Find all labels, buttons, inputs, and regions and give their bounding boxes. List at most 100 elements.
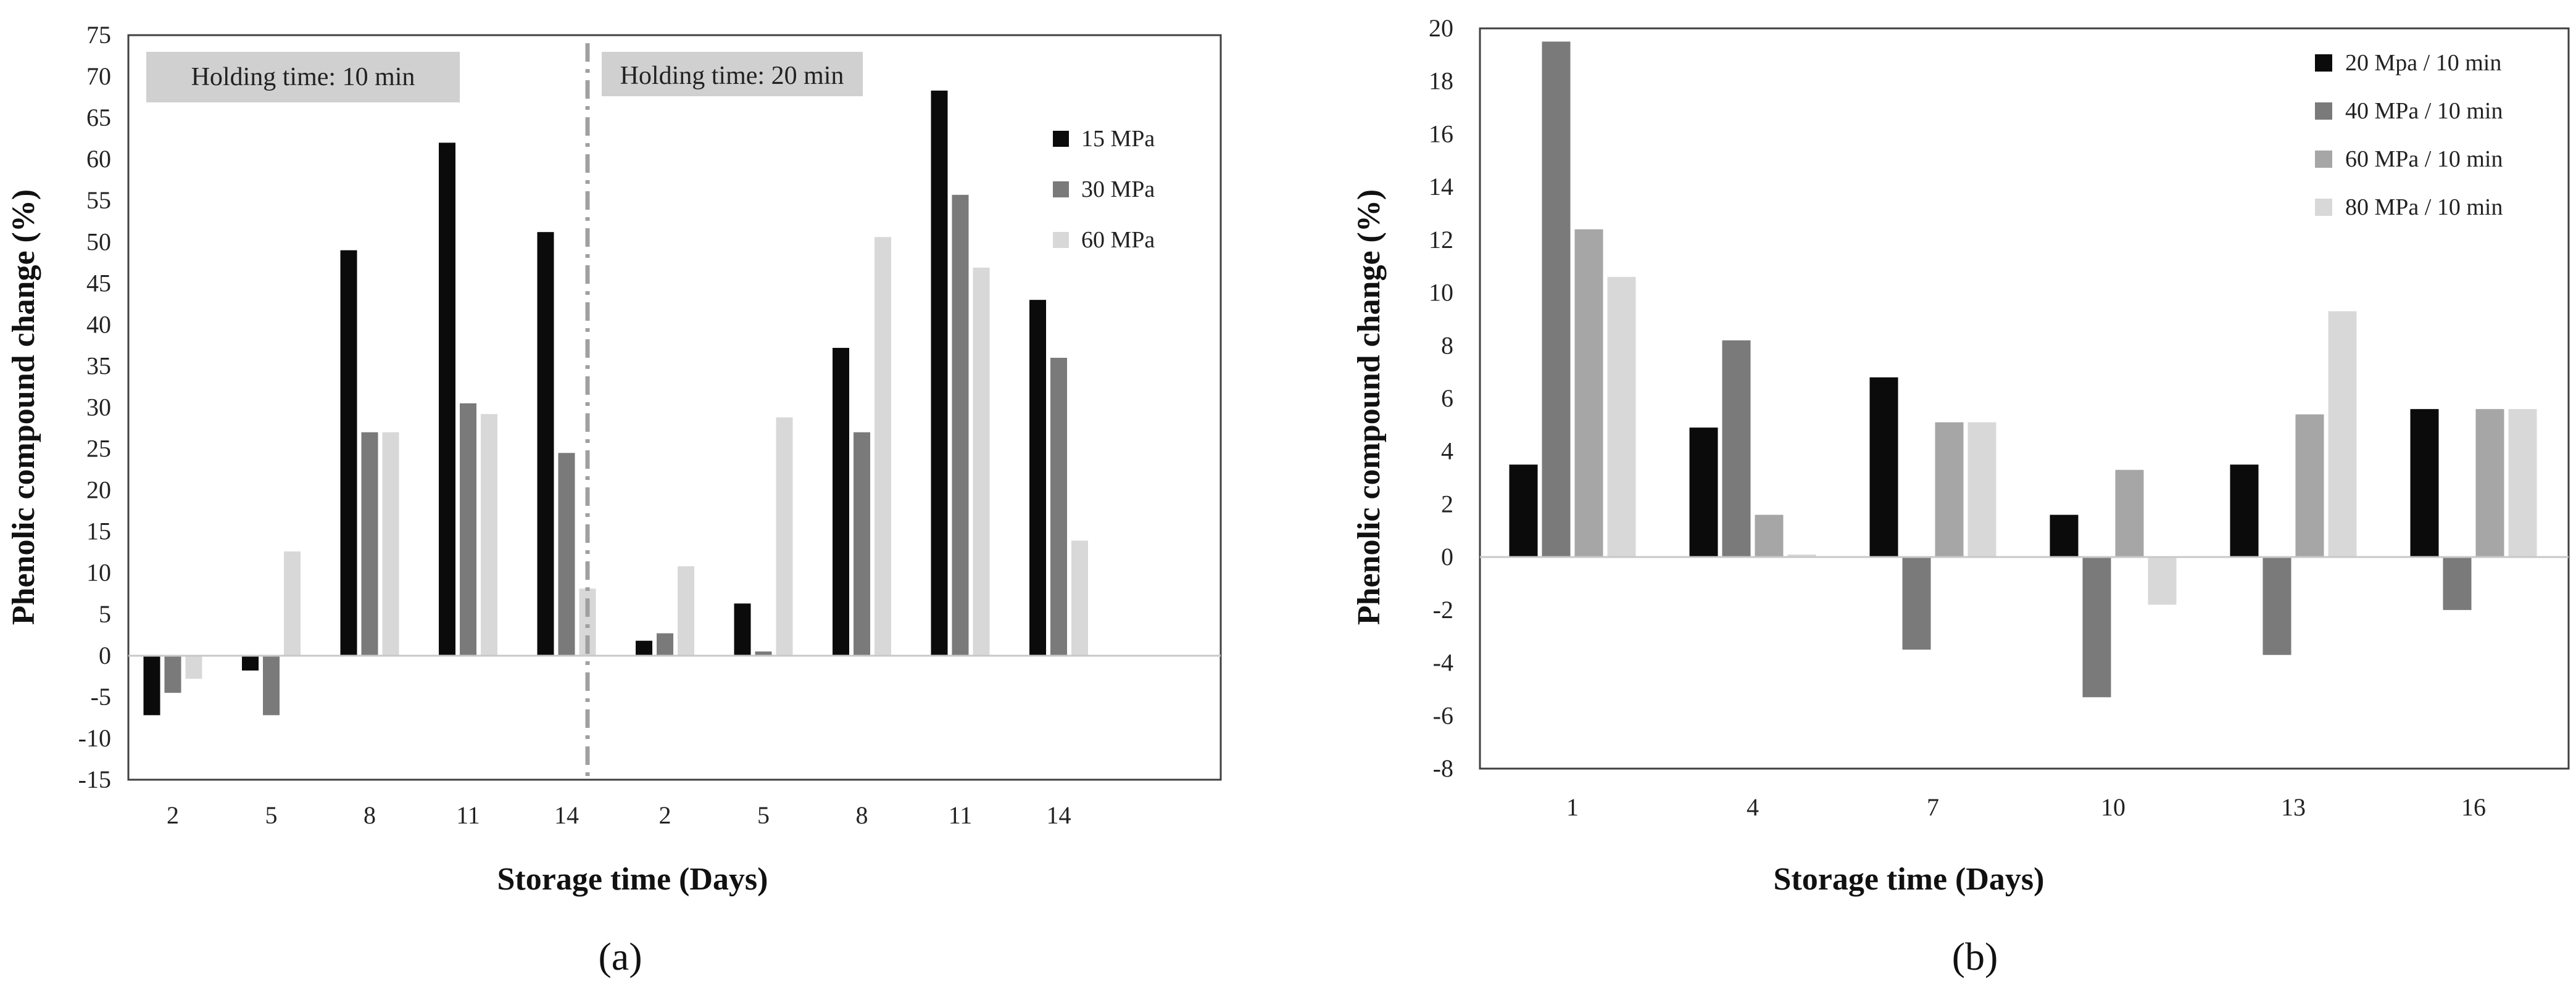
b-x-tick-label: 1 bbox=[1566, 793, 1579, 821]
a-y-tick-label: 50 bbox=[86, 228, 111, 255]
bars-b bbox=[1509, 41, 2537, 698]
a-x-tick-label: 5 bbox=[265, 801, 278, 829]
a-x-tick-label: 5 bbox=[757, 801, 770, 829]
holding-label-20: Holding time: 20 min bbox=[620, 62, 844, 90]
b-bar bbox=[1935, 422, 1964, 558]
plot-area-b bbox=[1479, 27, 2570, 770]
b-bar bbox=[2230, 464, 2259, 558]
b-y-tick-label: 20 bbox=[1429, 14, 1453, 42]
b-y-tick-label: -2 bbox=[1433, 596, 1453, 624]
b-x-tick-label: 10 bbox=[2101, 793, 2125, 821]
legend-label-80mpa: 80 MPa / 10 min bbox=[2345, 194, 2503, 220]
legend-swatch-60mpa bbox=[1053, 232, 1069, 248]
a-y-tick-label: 70 bbox=[86, 62, 111, 90]
b-bar bbox=[1902, 557, 1931, 650]
legend-label-60mpa: 60 MPa bbox=[1081, 227, 1155, 253]
x-axis-title-b: Storage time (Days) bbox=[1774, 862, 2045, 897]
b-bar bbox=[2410, 409, 2439, 558]
b-bar bbox=[2508, 409, 2537, 558]
b-y-tick-label: 14 bbox=[1429, 173, 1453, 200]
a-y-tick-label: 75 bbox=[86, 21, 111, 49]
a-x-tick-label: 2 bbox=[167, 801, 179, 829]
a-bar bbox=[833, 347, 849, 656]
b-bar bbox=[1722, 340, 1751, 558]
holding-label-10: Holding time: 10 min bbox=[191, 63, 415, 91]
a-x-tick-label: 2 bbox=[659, 801, 671, 829]
a-y-tick-label: 40 bbox=[86, 310, 111, 338]
a-bar bbox=[734, 603, 751, 656]
y-axis-title-a: Phenolic compound change (%) bbox=[6, 189, 41, 625]
b-bar bbox=[1689, 427, 1718, 558]
b-bar bbox=[1967, 422, 1996, 558]
b-bar bbox=[1787, 554, 1816, 558]
b-bar bbox=[1869, 377, 1898, 558]
holding-label-box-10 bbox=[146, 52, 460, 102]
b-bar bbox=[1607, 276, 1636, 558]
b-bar bbox=[2475, 409, 2504, 558]
x-tick-labels-b: 1 4 7 10 13 16 bbox=[1566, 793, 2486, 821]
panel-label-b: (b) bbox=[1952, 935, 1998, 978]
a-x-tick-label: 8 bbox=[856, 801, 868, 829]
x-tick-labels-a: 2 5 8 11 14 2 5 8 11 14 bbox=[167, 801, 1071, 829]
holding-label-box-20 bbox=[602, 52, 863, 96]
a-bar bbox=[439, 142, 455, 656]
a-y-tick-label: 30 bbox=[86, 394, 111, 421]
b-y-tick-label: -6 bbox=[1433, 701, 1453, 729]
b-bar bbox=[2295, 414, 2324, 558]
x-axis-title-a: Storage time (Days) bbox=[497, 862, 768, 897]
a-x-tick-label: 8 bbox=[364, 801, 376, 829]
legend-swatch-60mpa-b bbox=[2315, 151, 2332, 168]
legend-label-60mpa-b: 60 MPa / 10 min bbox=[2345, 146, 2503, 172]
a-bar bbox=[340, 250, 357, 656]
a-y-tick-label: -10 bbox=[78, 724, 111, 752]
a-bar bbox=[1050, 358, 1067, 656]
a-y-tick-label: -5 bbox=[91, 683, 111, 711]
b-bar bbox=[1755, 514, 1784, 558]
a-bar bbox=[537, 232, 554, 656]
a-bar bbox=[361, 432, 378, 656]
b-y-tick-label: 8 bbox=[1441, 331, 1453, 359]
a-y-tick-label: 20 bbox=[86, 476, 111, 504]
a-bar bbox=[1029, 300, 1046, 656]
a-x-tick-label: 11 bbox=[949, 801, 973, 829]
b-x-tick-label: 16 bbox=[2461, 793, 2486, 821]
b-bar bbox=[1509, 464, 1538, 558]
b-y-tick-label: 12 bbox=[1429, 226, 1453, 254]
a-y-tick-label: 0 bbox=[99, 642, 111, 669]
a-bar bbox=[854, 432, 870, 656]
legend-swatch-15mpa bbox=[1053, 131, 1069, 147]
b-bar bbox=[2050, 514, 2079, 558]
a-bar bbox=[636, 640, 652, 656]
a-bar bbox=[657, 633, 673, 656]
y-axis-title-b: Phenolic compound change (%) bbox=[1352, 189, 1387, 625]
legend-label-15mpa: 15 MPa bbox=[1081, 126, 1155, 152]
a-bar bbox=[931, 90, 948, 656]
legend-swatch-80mpa bbox=[2315, 199, 2332, 216]
a-y-tick-label: 55 bbox=[86, 186, 111, 214]
a-bar bbox=[164, 655, 181, 693]
b-bar bbox=[2262, 557, 2291, 655]
a-bar bbox=[143, 655, 160, 716]
b-y-tick-label: 18 bbox=[1429, 67, 1453, 95]
b-y-tick-label: 16 bbox=[1429, 120, 1453, 147]
a-bar bbox=[242, 655, 259, 671]
a-bar bbox=[263, 655, 280, 716]
b-bar bbox=[1574, 229, 1603, 558]
legend-label-20mpa: 20 Mpa / 10 min bbox=[2345, 50, 2501, 76]
a-y-tick-label: -15 bbox=[78, 766, 111, 793]
a-y-tick-label: 15 bbox=[86, 518, 111, 545]
legend-a: 15 MPa 30 MPa 60 MPa bbox=[1053, 126, 1155, 253]
a-bar bbox=[558, 453, 575, 656]
a-bar bbox=[185, 655, 202, 679]
panel-label-a: (a) bbox=[598, 935, 642, 978]
a-x-tick-label: 14 bbox=[1047, 801, 1071, 829]
a-bar bbox=[382, 432, 399, 656]
a-x-tick-label: 14 bbox=[554, 801, 579, 829]
a-y-tick-label: 5 bbox=[99, 600, 111, 628]
legend-swatch-40mpa bbox=[2315, 102, 2332, 120]
